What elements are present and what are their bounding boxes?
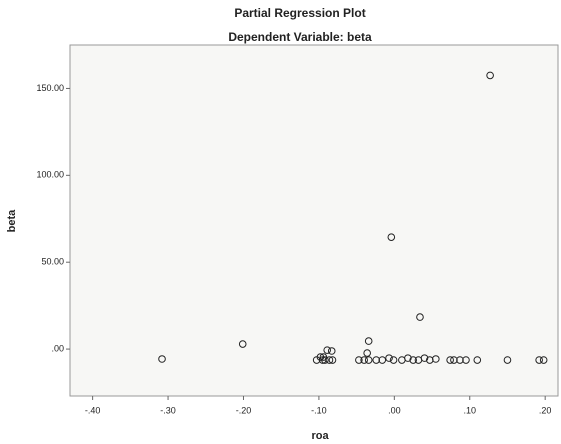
chart-subtitle: Dependent Variable: beta bbox=[228, 30, 372, 44]
x-axis-label: roa bbox=[311, 430, 329, 442]
chart: Partial Regression Plot Dependent Variab… bbox=[0, 0, 561, 444]
y-tick-label: .00 bbox=[51, 343, 64, 353]
x-tick-label: .20 bbox=[539, 405, 552, 415]
y-tick-label: 150.00 bbox=[36, 83, 64, 93]
x-tick-label: -.40 bbox=[85, 405, 101, 415]
plot-area bbox=[70, 45, 558, 396]
x-tick-label: .00 bbox=[388, 405, 401, 415]
y-tick-label: 100.00 bbox=[36, 170, 64, 180]
x-tick-label: -.30 bbox=[160, 405, 176, 415]
x-tick-label: -.20 bbox=[236, 405, 252, 415]
x-tick-label: -.10 bbox=[311, 405, 327, 415]
y-tick-label: 50.00 bbox=[41, 257, 64, 267]
y-axis-label: beta bbox=[6, 209, 18, 233]
x-tick-label: .10 bbox=[463, 405, 476, 415]
chart-title: Partial Regression Plot bbox=[234, 6, 365, 20]
